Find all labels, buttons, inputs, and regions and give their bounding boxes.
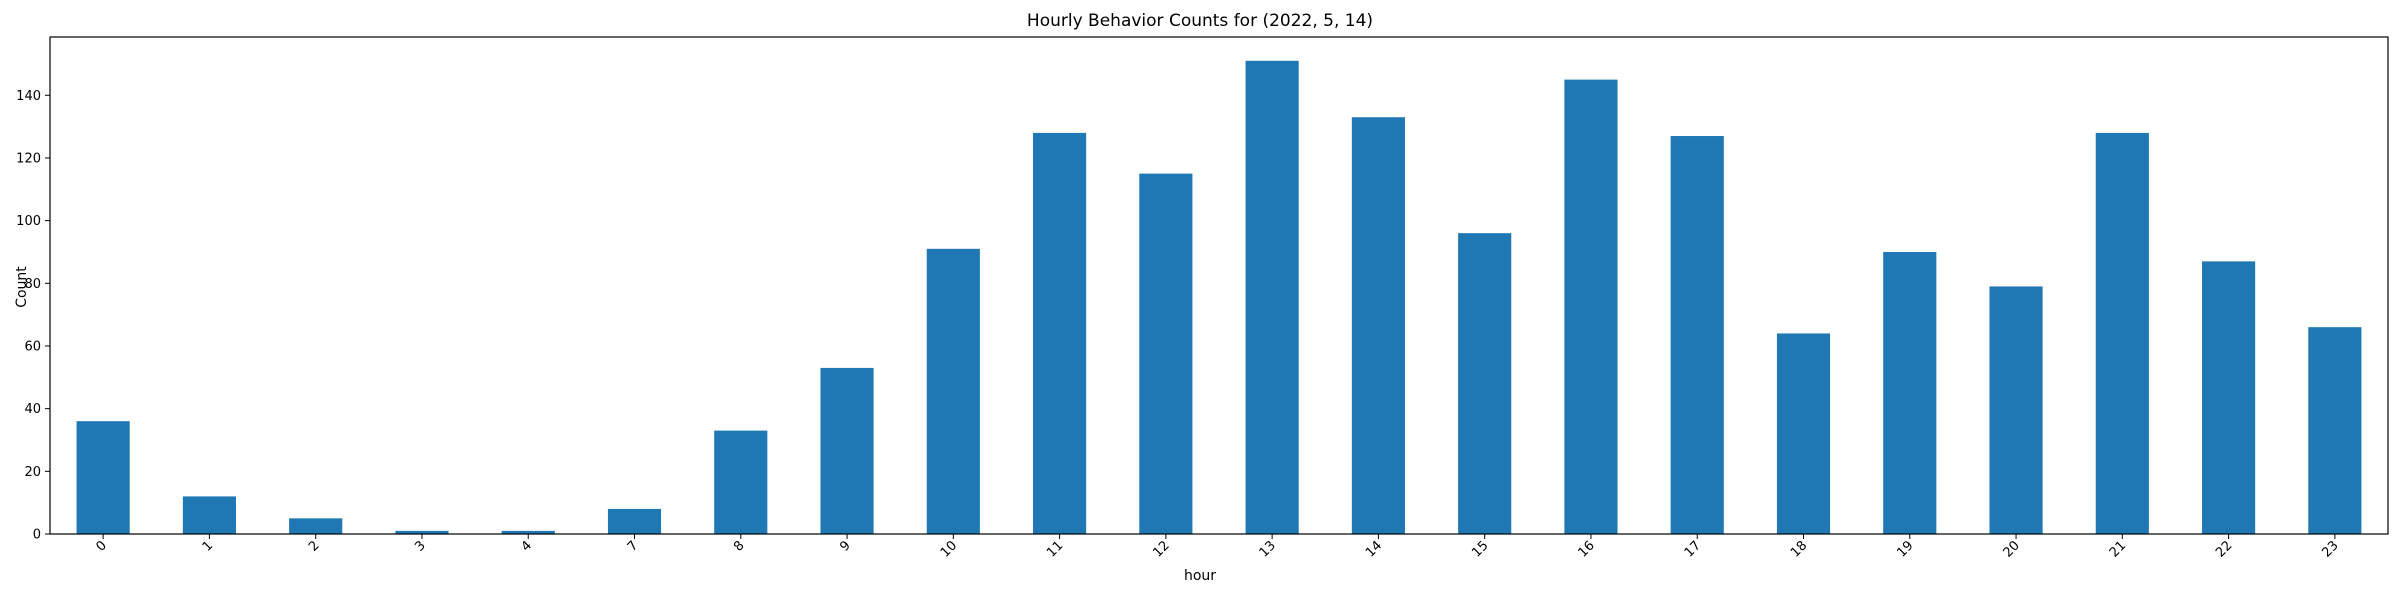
y-tick-label: 40: [24, 402, 41, 417]
y-axis: 0 20 40 60 80 100 120 140: [16, 89, 50, 543]
x-tick-label: 9: [837, 538, 853, 554]
y-tick-label: 20: [24, 465, 41, 480]
x-tick-label: 8: [731, 538, 747, 554]
bar-hour-4: [501, 530, 555, 534]
y-tick-label: 140: [16, 89, 41, 104]
x-axis-label: hour: [1183, 568, 1217, 584]
bar-hour-13: [1245, 60, 1299, 534]
bar-hour-2: [289, 518, 343, 534]
x-axis: 0 1 2 3 4 7 8 9 10 11 12 13 14 15 16 17 18 19 20 21 22 23: [94, 534, 2342, 561]
x-tick-label: 12: [1150, 538, 1172, 560]
y-tick-label: 0: [33, 528, 41, 543]
bar-hour-11: [1033, 132, 1087, 534]
x-tick-label: 0: [94, 538, 110, 554]
bar-hour-18: [1776, 333, 1831, 534]
x-tick-label: 16: [1575, 538, 1597, 560]
plot-frame: [49, 36, 2389, 535]
y-tick-label: 120: [16, 151, 41, 166]
y-axis-label: Count: [14, 266, 30, 308]
x-tick-label: 21: [2107, 538, 2129, 560]
x-tick-label: 14: [1363, 538, 1385, 560]
bar-hour-3: [395, 530, 449, 534]
x-tick-label: 17: [1682, 538, 1704, 560]
bar-hour-12: [1139, 173, 1193, 534]
bar-hour-20: [1989, 286, 2043, 534]
y-tick-label: 80: [24, 277, 41, 292]
x-tick-label: 23: [2319, 538, 2341, 560]
bar-hour-16: [1564, 79, 1618, 534]
chart-title: Hourly Behavior Counts for (2022, 5, 14): [1026, 11, 1374, 31]
bar-hour-22: [2202, 261, 2256, 534]
bar-hour-10: [926, 248, 980, 534]
x-tick-label: 13: [1257, 538, 1279, 560]
bar-hour-0: [76, 421, 130, 534]
x-tick-label: 4: [519, 538, 535, 554]
bar-hour-9: [820, 367, 874, 534]
y-tick-label: 100: [16, 214, 41, 229]
x-tick-label: 11: [1044, 538, 1066, 560]
bar-hour-8: [714, 430, 768, 534]
x-tick-label: 20: [2001, 538, 2023, 560]
x-tick-label: 3: [412, 538, 428, 554]
x-tick-label: 18: [1788, 538, 1810, 560]
x-tick-label: 10: [938, 538, 960, 560]
bars: [76, 60, 2362, 535]
x-tick-label: 1: [200, 538, 216, 554]
bar-hour-15: [1458, 233, 1512, 534]
bar-hour-19: [1883, 251, 1937, 535]
x-tick-label: 22: [2213, 538, 2235, 560]
bar-hour-23: [2308, 327, 2362, 534]
bar-hour-14: [1351, 117, 1405, 535]
x-tick-label: 15: [1469, 538, 1491, 560]
bar-hour-17: [1670, 136, 1724, 534]
bar-hour-1: [182, 496, 236, 534]
x-tick-label: 2: [306, 538, 322, 554]
x-tick-label: 19: [1894, 538, 1916, 560]
x-tick-label: 7: [625, 538, 641, 554]
bar-hour-21: [2095, 132, 2149, 534]
bar-hour-7: [607, 508, 662, 534]
y-tick-label: 60: [24, 339, 41, 354]
